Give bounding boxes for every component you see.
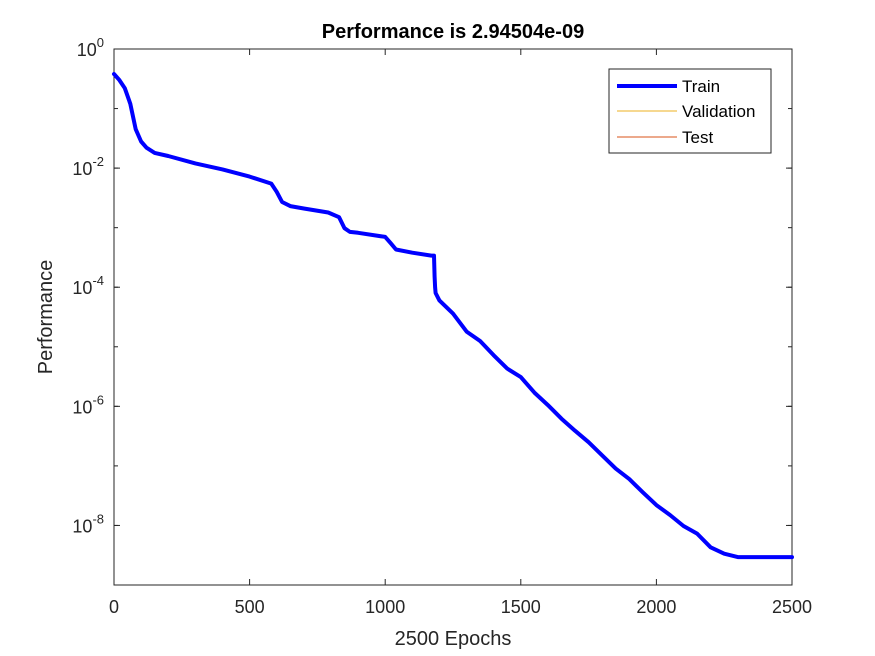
minor-ticks [114,48,792,586]
x-tick-label: 1500 [501,597,541,617]
y-tick-base: 10 [72,159,92,179]
legend-label-validation: Validation [682,102,755,121]
x-tick-label: 2500 [772,597,812,617]
y-tick-base: 10 [77,40,97,60]
x-tick-label: 500 [235,597,265,617]
chart-title: Performance is 2.94504e-09 [322,21,584,43]
legend-label-test: Test [682,128,713,147]
y-tick-exponent: 0 [97,35,104,50]
y-axis-label: Performance [35,260,57,375]
y-tick-label: 10-2 [72,154,104,179]
y-tick-base: 10 [72,516,92,536]
y-tick-exponent: -4 [92,273,104,288]
y-tick-exponent: -2 [92,154,104,169]
y-tick-label: 100 [77,35,104,60]
legend-label-train: Train [682,77,720,96]
x-tick-label: 2000 [636,597,676,617]
legend: Train Validation Test [608,68,772,154]
y-tick-exponent: -8 [92,511,104,526]
y-tick-base: 10 [72,397,92,417]
y-tick-label: 10-8 [72,511,104,536]
y-tick-base: 10 [72,278,92,298]
x-tick-label: 0 [109,597,119,617]
x-axis: 0 500 1000 1500 2000 2500 [109,49,812,617]
series-line-train [112,72,794,560]
series-layer [112,72,794,560]
y-tick-exponent: -6 [92,392,104,407]
y-tick-label: 10-4 [72,273,104,298]
x-axis-label: 2500 Epochs [395,628,512,650]
y-tick-label: 10-6 [72,392,104,417]
x-tick-label: 1000 [365,597,405,617]
